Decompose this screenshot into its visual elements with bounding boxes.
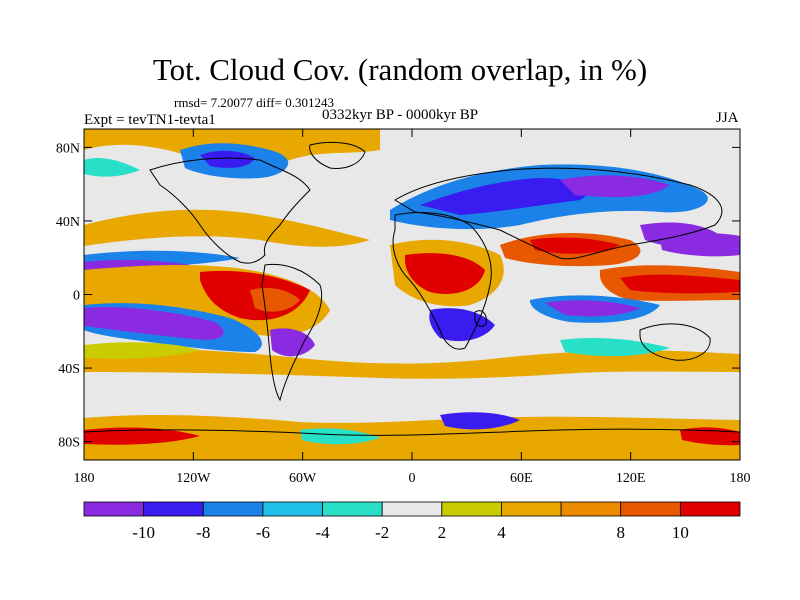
eurasia-coast [394, 167, 723, 260]
colorbar: -10 -8 -6 -4 -2 2 4 8 10 [83, 501, 741, 542]
colorbar-label: -6 [256, 523, 270, 542]
south-pacific-yellow [84, 342, 200, 359]
lon-tick-label: 180 [730, 471, 751, 486]
colorbar-swatch [620, 501, 681, 517]
siberia-strong-negative [560, 175, 670, 198]
period-label: 0332kyr BP - 0000kyr BP [322, 107, 479, 123]
antarctica-coast [84, 428, 740, 436]
season-label: JJA [716, 110, 739, 126]
antarctic-negative-patch [440, 412, 520, 430]
colorbar-swatch [202, 501, 264, 517]
colorbar-swatch [83, 501, 145, 517]
south-america-negative [270, 328, 315, 357]
coastlines [84, 141, 740, 436]
india-strong-positive [530, 237, 620, 254]
lon-tick-label: 60W [289, 471, 317, 486]
west-pacific-strong-positive [620, 274, 740, 294]
colorbar-label: -8 [196, 523, 210, 542]
southeast-pacific-strong-negative [84, 307, 224, 340]
eurasia-strong-negative [420, 178, 588, 215]
colorbar-swatch [501, 501, 562, 517]
colorbar-swatch [322, 501, 383, 517]
lat-tick-label: 40N [56, 215, 80, 230]
pacific-north-cyan [84, 158, 140, 177]
plot-title: Tot. Cloud Cov. (random overlap, in %) [152, 52, 648, 87]
antarctic-strong-positive-east [680, 427, 740, 446]
weddell-cyan [300, 428, 380, 445]
lon-tick-label: 0 [409, 471, 416, 486]
australia-coast [639, 323, 711, 361]
colorbar-swatch [143, 501, 204, 517]
antarctic-strong-positive-west [84, 427, 200, 445]
colorbar-label: 8 [616, 523, 625, 542]
colorbar-label: 2 [438, 523, 447, 542]
lon-tick-label: 120W [176, 471, 211, 486]
anomaly-field [84, 129, 740, 460]
colorbar-swatch [381, 501, 443, 517]
africa-strong-positive [405, 253, 485, 294]
colorbar-label: -4 [315, 523, 330, 542]
colorbar-label: 10 [672, 523, 689, 542]
north-america-coast [149, 157, 311, 264]
antarctic-positive [84, 415, 740, 460]
greenland-coast [309, 141, 366, 169]
axis-ticks: 80N 40N 0 40S 80S 180 120W 60W 0 60E 120E 180 [56, 129, 751, 486]
colorbar-label: -2 [375, 523, 389, 542]
lon-tick-label: 60E [510, 471, 533, 486]
arctic-strong-negative [200, 150, 255, 168]
lat-tick-label: 80N [56, 141, 80, 156]
colorbar-swatch [441, 501, 502, 517]
stats-text: rmsd= 7.20077 diff= 0.301243 [174, 95, 334, 110]
colorbar-label: 4 [497, 523, 506, 542]
madagascar-coast [474, 310, 487, 327]
indian-ocean-strong-negative [545, 300, 640, 317]
lon-tick-label: 180 [74, 471, 95, 486]
colorbar-swatch [560, 501, 622, 517]
north-pacific-positive [84, 209, 370, 247]
southern-africa-negative [429, 308, 495, 342]
lon-tick-label: 120E [616, 471, 646, 486]
africa-coast [392, 211, 492, 350]
colorbar-swatch [262, 501, 323, 517]
southern-midlatitude-positive [84, 348, 740, 379]
south-america-coast [261, 263, 323, 402]
lat-tick-label: 0 [73, 289, 80, 304]
northwest-pacific-negative [660, 233, 740, 257]
colorbar-label: -10 [132, 523, 155, 542]
south-indian-cyan [560, 337, 670, 357]
amazon-positive-core [250, 288, 300, 312]
lat-tick-label: 80S [58, 436, 80, 451]
colorbar-swatch [679, 501, 741, 517]
experiment-label: Expt = tevTN1-tevta1 [84, 112, 216, 128]
lat-tick-label: 40S [58, 362, 80, 377]
